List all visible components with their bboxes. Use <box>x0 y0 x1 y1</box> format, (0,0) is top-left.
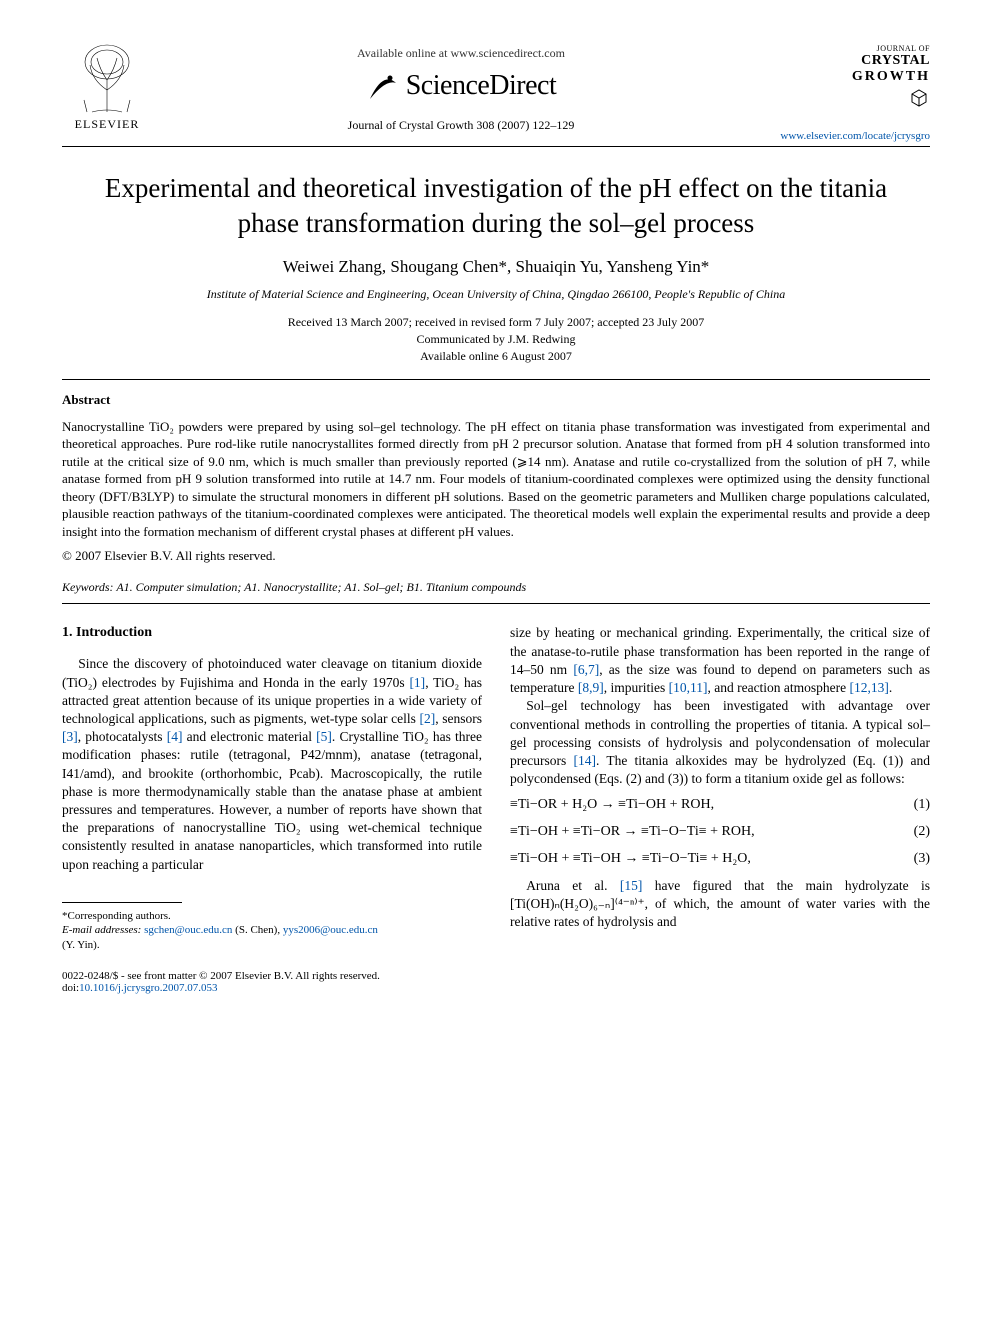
cite-10-11[interactable]: [10,11] <box>669 680 708 695</box>
eq3-num: (3) <box>914 850 930 869</box>
keywords: Keywords: A1. Computer simulation; A1. N… <box>62 580 930 595</box>
copyright: © 2007 Elsevier B.V. All rights reserved… <box>62 548 930 564</box>
journal-link[interactable]: www.elsevier.com/locate/jcrysgro <box>770 130 930 142</box>
footer: 0022-0248/$ - see front matter © 2007 El… <box>62 970 930 994</box>
affiliation: Institute of Material Science and Engine… <box>62 287 930 302</box>
cite-8-9[interactable]: [8,9] <box>578 680 604 695</box>
jcg-line2: CRYSTAL <box>770 53 930 69</box>
equation-1: ≡Ti−OR + H₂O → ≡Ti−OH + ROH, (1) <box>510 796 930 815</box>
authors: Weiwei Zhang, Shougang Chen*, Shuaiqin Y… <box>62 257 930 277</box>
email-2[interactable]: yys2006@ouc.edu.cn <box>283 924 378 936</box>
col2-para-1: size by heating or mechanical grinding. … <box>510 624 930 697</box>
abstract-rule-bottom <box>62 603 930 604</box>
col2-para-3: Aruna et al. [15] have figured that the … <box>510 877 930 932</box>
corresponding-note: *Corresponding authors. <box>62 909 482 923</box>
sd-swoosh-icon <box>366 69 400 103</box>
abstract-rule-top <box>62 379 930 380</box>
body-columns: 1. Introduction Since the discovery of p… <box>62 624 930 951</box>
equation-3: ≡Ti−OH + ≡Ti−OH → ≡Ti−O−Ti≡ + H₂O, (3) <box>510 850 930 869</box>
footer-copyright: 0022-0248/$ - see front matter © 2007 El… <box>62 970 930 982</box>
keywords-label: Keywords: <box>62 580 114 594</box>
header-rule <box>62 146 930 147</box>
jcg-line1: JOURNAL OF <box>770 44 930 53</box>
cite-15[interactable]: [15] <box>620 878 643 893</box>
footnote-separator <box>62 902 182 903</box>
cite-14[interactable]: [14] <box>573 753 596 768</box>
cite-3[interactable]: [3] <box>62 729 78 744</box>
article-title: Experimental and theoretical investigati… <box>102 171 890 241</box>
email-name-2: (Y. Yin). <box>62 938 482 952</box>
eq1-body: ≡Ti−OR + H₂O → ≡Ti−OH + ROH, <box>510 796 714 815</box>
cite-4[interactable]: [4] <box>167 729 183 744</box>
cite-5[interactable]: [5] <box>316 729 332 744</box>
eq2-num: (2) <box>914 823 930 842</box>
section-1-heading: 1. Introduction <box>62 624 482 643</box>
sciencedirect-logo: ScienceDirect <box>366 69 557 103</box>
crystal-cube-icon <box>908 87 930 112</box>
right-column: size by heating or mechanical grinding. … <box>510 624 930 951</box>
footer-doi: doi:10.1016/j.jcrysgro.2007.07.053 <box>62 982 930 994</box>
eq2-body: ≡Ti−OH + ≡Ti−OR → ≡Ti−O−Ti≡ + ROH, <box>510 823 755 842</box>
communicated-by: Communicated by J.M. Redwing <box>62 331 930 348</box>
footnotes: *Corresponding authors. E-mail addresses… <box>62 909 482 952</box>
cite-2[interactable]: [2] <box>420 711 436 726</box>
jcg-line3: GROWTH <box>770 69 930 85</box>
elsevier-label: ELSEVIER <box>62 117 152 132</box>
abstract-heading: Abstract <box>62 392 930 408</box>
email-label: E-mail addresses: <box>62 924 141 936</box>
cite-1[interactable]: [1] <box>409 675 425 690</box>
elsevier-tree-icon <box>72 40 142 115</box>
header: ELSEVIER Available online at www.science… <box>62 40 930 142</box>
available-online-text: Available online at www.sciencedirect.co… <box>152 46 770 61</box>
doi-link[interactable]: 10.1016/j.jcrysgro.2007.07.053 <box>79 982 217 994</box>
received-date: Received 13 March 2007; received in revi… <box>62 314 930 331</box>
cite-12-13[interactable]: [12,13] <box>850 680 889 695</box>
col2-para-2: Sol–gel technology has been investigated… <box>510 697 930 788</box>
article-dates: Received 13 March 2007; received in revi… <box>62 314 930 364</box>
left-column: 1. Introduction Since the discovery of p… <box>62 624 482 951</box>
cite-6-7[interactable]: [6,7] <box>573 662 599 677</box>
center-header: Available online at www.sciencedirect.co… <box>152 40 770 133</box>
email-1[interactable]: sgchen@ouc.edu.cn <box>141 924 232 936</box>
journal-brand: JOURNAL OF CRYSTAL GROWTH www.elsevier.c… <box>770 40 930 142</box>
eq1-num: (1) <box>914 796 930 815</box>
intro-para-1: Since the discovery of photoinduced wate… <box>62 655 482 874</box>
elsevier-logo-block: ELSEVIER <box>62 40 152 132</box>
email-note: E-mail addresses: sgchen@ouc.edu.cn (S. … <box>62 923 482 937</box>
eq3-body: ≡Ti−OH + ≡Ti−OH → ≡Ti−O−Ti≡ + H₂O, <box>510 850 751 869</box>
sd-text: ScienceDirect <box>406 70 557 102</box>
online-date: Available online 6 August 2007 <box>62 348 930 365</box>
abstract-text: Nanocrystalline TiO₂ powders were prepar… <box>62 418 930 541</box>
keywords-text: A1. Computer simulation; A1. Nanocrystal… <box>114 580 527 594</box>
journal-reference: Journal of Crystal Growth 308 (2007) 122… <box>152 118 770 133</box>
equation-2: ≡Ti−OH + ≡Ti−OR → ≡Ti−O−Ti≡ + ROH, (2) <box>510 823 930 842</box>
